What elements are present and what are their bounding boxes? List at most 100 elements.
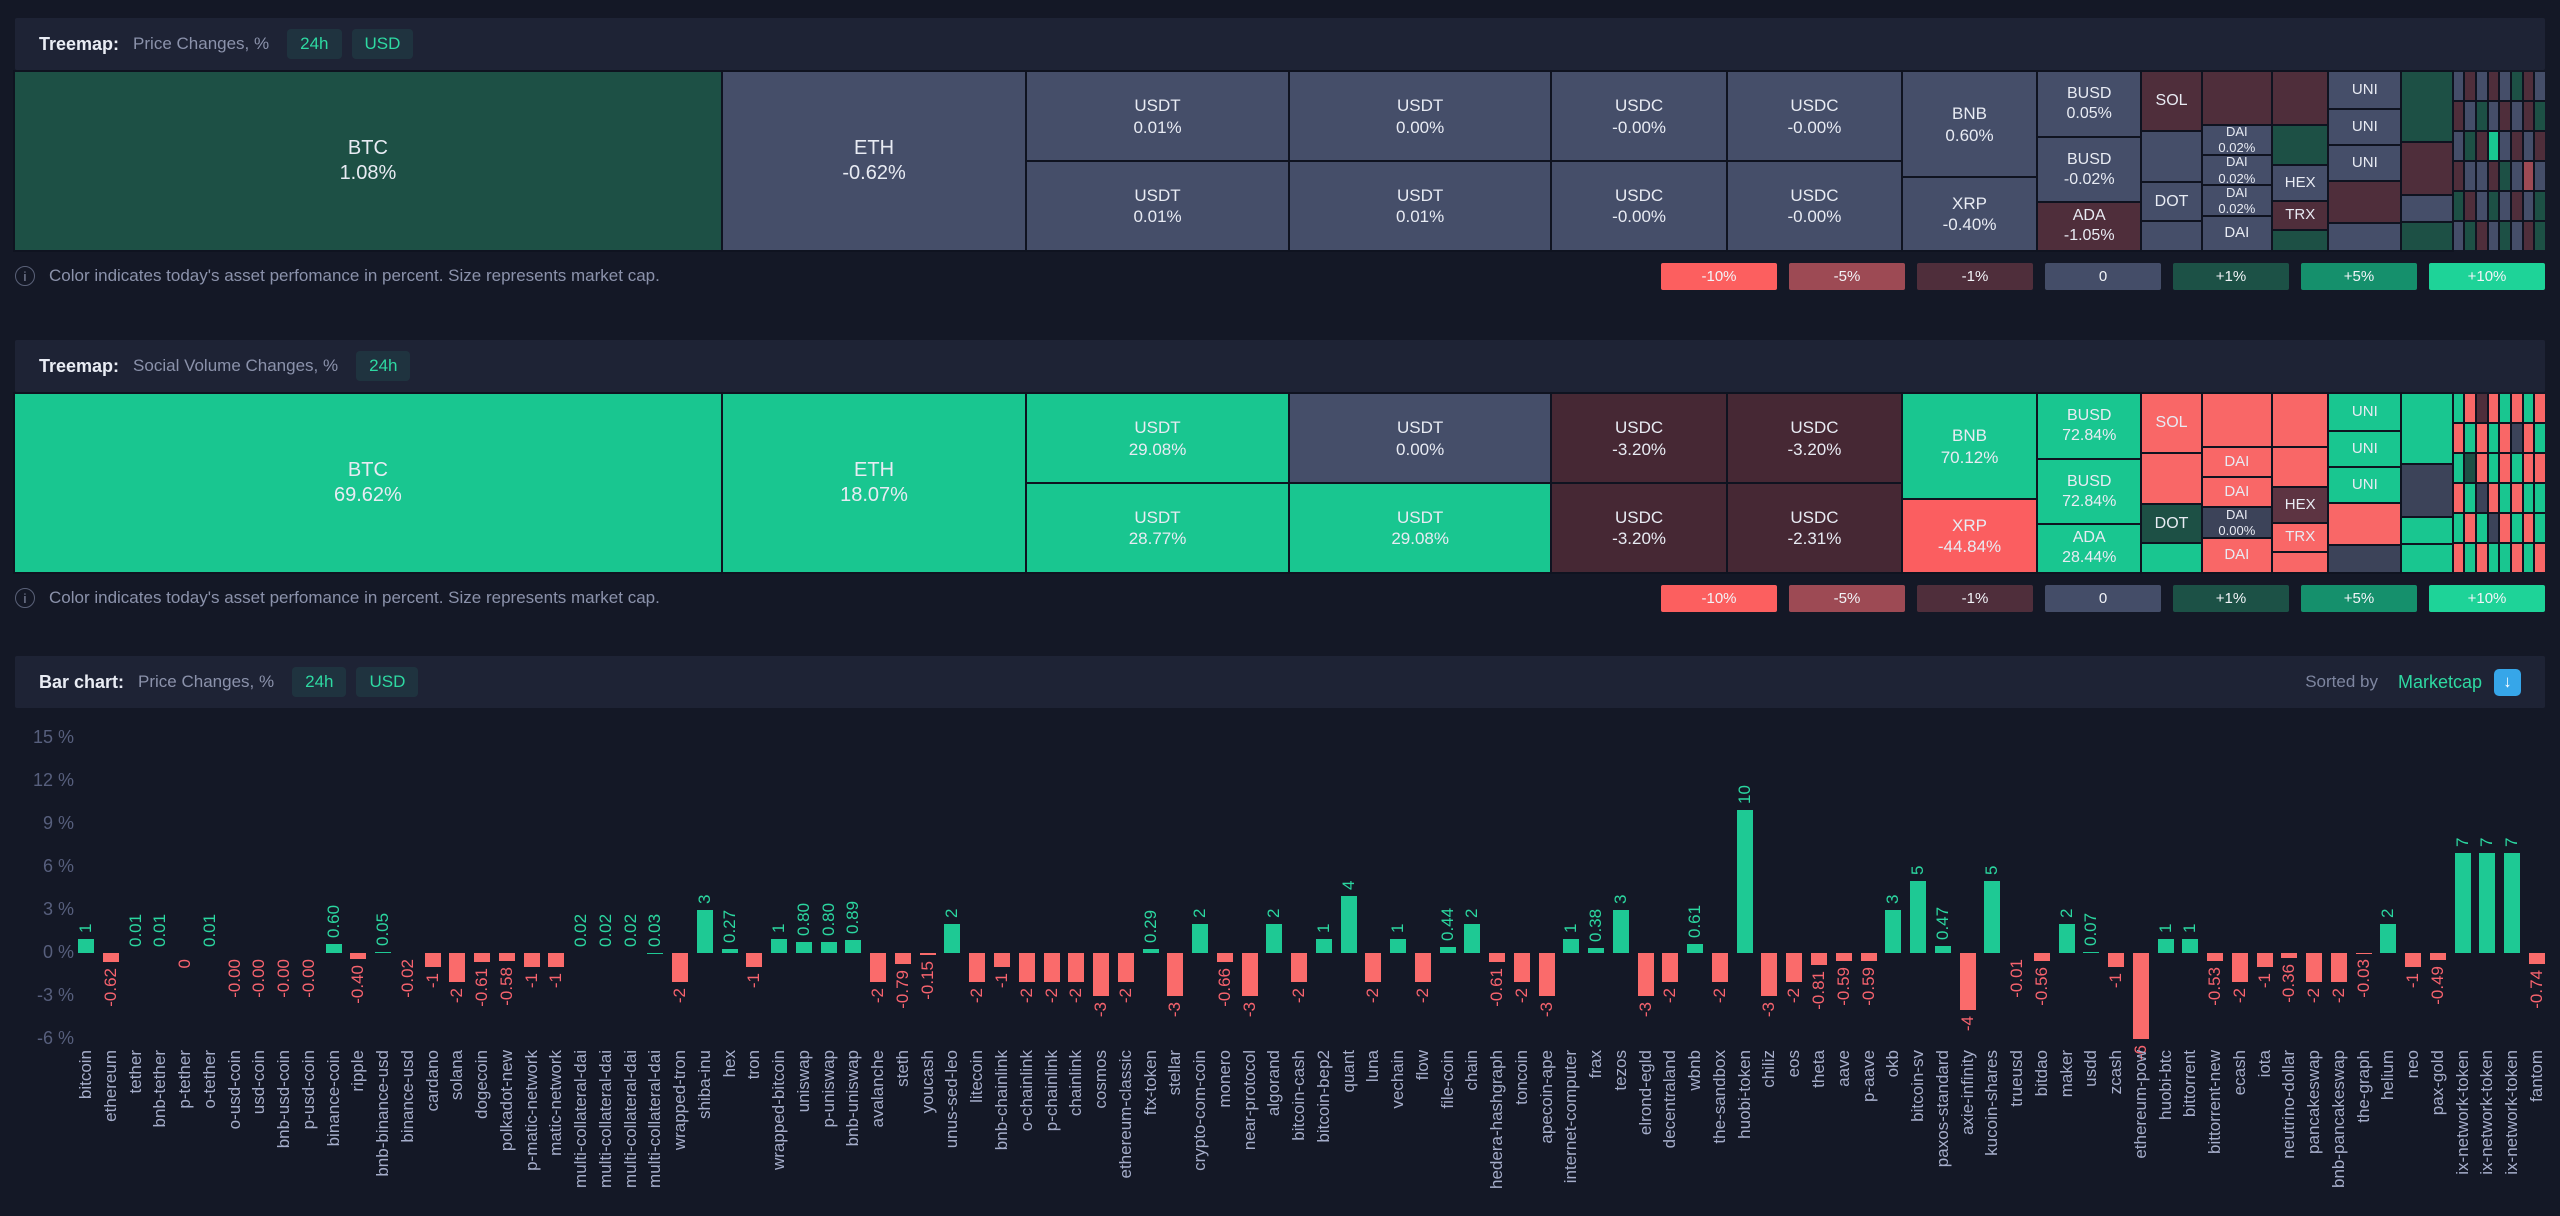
bar-matic-network[interactable] bbox=[548, 953, 565, 968]
bar-ix-network-token[interactable] bbox=[2454, 852, 2471, 953]
bar-ethereum[interactable] bbox=[102, 953, 119, 962]
treemap-cell-dai[interactable]: DAI bbox=[2202, 447, 2271, 477]
treemap-mosaic-cell[interactable] bbox=[2535, 132, 2545, 160]
treemap-cell-hex[interactable]: HEX bbox=[2273, 165, 2328, 201]
bar-p-uniswap[interactable] bbox=[820, 941, 837, 953]
treemap-cell[interactable] bbox=[2402, 72, 2452, 142]
treemap-cell[interactable] bbox=[2142, 454, 2201, 504]
treemap-cell-dai[interactable]: DAI 0.00% bbox=[2202, 508, 2271, 538]
treemap-mosaic-cell[interactable] bbox=[2488, 72, 2499, 100]
treemap-cell[interactable] bbox=[2402, 394, 2452, 464]
treemap-mosaic-cell[interactable] bbox=[2535, 484, 2545, 512]
bar-cosmos[interactable] bbox=[1093, 953, 1110, 996]
treemap-mosaic-cell[interactable] bbox=[2453, 132, 2464, 160]
bar-shiba-inu[interactable] bbox=[696, 910, 713, 953]
treemap-cell-dai[interactable]: DAI bbox=[2202, 538, 2271, 572]
bar-bittorrent[interactable] bbox=[2182, 938, 2199, 953]
treemap-cell[interactable] bbox=[2202, 394, 2271, 447]
treemap-cell-usdt[interactable]: USDT 0.01% bbox=[1027, 72, 1288, 161]
bar-wrapped-bitcoin[interactable] bbox=[771, 938, 788, 953]
treemap-mosaic-cell[interactable] bbox=[2523, 72, 2534, 100]
treemap-mosaic-cell[interactable] bbox=[2465, 102, 2475, 130]
bar-unus-sed-leo[interactable] bbox=[944, 924, 961, 953]
treemap-mosaic-cell[interactable] bbox=[2476, 454, 2487, 482]
bar-neo[interactable] bbox=[2405, 953, 2422, 968]
treemap-mosaic-cell[interactable] bbox=[2465, 514, 2475, 542]
treemap-mosaic-cell[interactable] bbox=[2465, 222, 2475, 250]
treemap-cell-usdt[interactable]: USDT 0.00% bbox=[1289, 72, 1551, 161]
info-icon[interactable]: i bbox=[15, 266, 35, 286]
treemap-mosaic-cell[interactable] bbox=[2523, 192, 2534, 220]
treemap-cell-bnb[interactable]: BNB 0.60% bbox=[1903, 72, 2036, 178]
bar-elrond-egld[interactable] bbox=[1637, 953, 1654, 996]
bar-ix-network-token[interactable] bbox=[2504, 852, 2521, 953]
treemap-mosaic-cell[interactable] bbox=[2453, 192, 2464, 220]
treemap-mosaic-cell[interactable] bbox=[2511, 544, 2522, 572]
treemap-mosaic-cell[interactable] bbox=[2465, 394, 2475, 422]
treemap-cell-usdt[interactable]: USDT 29.08% bbox=[1027, 394, 1288, 483]
bar-toncoin[interactable] bbox=[1513, 953, 1530, 982]
bar-paxos-standard[interactable] bbox=[1934, 946, 1951, 953]
treemap-mosaic-cell[interactable] bbox=[2453, 162, 2464, 190]
treemap-mosaic-cell[interactable] bbox=[2511, 72, 2522, 100]
treemap-cell-btc[interactable]: BTC 69.62% bbox=[15, 394, 721, 572]
treemap-cell-busd[interactable]: BUSD 72.84% bbox=[2037, 459, 2141, 524]
bar-maker[interactable] bbox=[2058, 924, 2075, 953]
bar-bitcoin-sv[interactable] bbox=[1910, 881, 1927, 953]
bar-wbnb[interactable] bbox=[1687, 944, 1704, 953]
bar-fantom[interactable] bbox=[2528, 953, 2545, 964]
treemap-cell[interactable] bbox=[2273, 72, 2328, 125]
bar-huobi-btc[interactable] bbox=[2157, 938, 2174, 953]
treemap-cell-usdt[interactable]: USDT 0.01% bbox=[1289, 162, 1551, 250]
bar-bnb-binance-usd[interactable] bbox=[375, 952, 392, 953]
treemap-mosaic-cell[interactable] bbox=[2476, 162, 2487, 190]
treemap-cell[interactable] bbox=[2402, 195, 2452, 222]
treemap-cell-usdc[interactable]: USDC -3.20% bbox=[1552, 394, 1726, 483]
treemap-mosaic-cell[interactable] bbox=[2535, 394, 2545, 422]
treemap-mosaic-cell[interactable] bbox=[2500, 192, 2510, 220]
bar-quant[interactable] bbox=[1340, 895, 1357, 953]
bar-avalanche[interactable] bbox=[870, 953, 887, 982]
treemap-mosaic-cell[interactable] bbox=[2476, 544, 2487, 572]
bar-kucoin-shares[interactable] bbox=[1984, 881, 2001, 953]
treemap-mosaic-cell[interactable] bbox=[2500, 72, 2510, 100]
bar-chart-24h-pill[interactable]: 24h bbox=[292, 667, 347, 697]
treemap-cell[interactable] bbox=[2273, 394, 2328, 447]
bar-polkadot-new[interactable] bbox=[498, 953, 515, 962]
treemap-cell-dai[interactable]: DAI bbox=[2202, 478, 2271, 508]
bar-wrapped-tron[interactable] bbox=[672, 953, 689, 982]
treemap-cell-trx[interactable]: TRX bbox=[2273, 523, 2328, 552]
bar-bnb-chainlink[interactable] bbox=[994, 953, 1010, 968]
treemap-mosaic-cell[interactable] bbox=[2453, 484, 2464, 512]
treemap-mosaic-cell[interactable] bbox=[2465, 544, 2475, 572]
treemap-cell[interactable] bbox=[2402, 142, 2452, 195]
treemap-mosaic-cell[interactable] bbox=[2488, 484, 2499, 512]
treemap-mosaic-cell[interactable] bbox=[2500, 514, 2510, 542]
treemap-cell[interactable] bbox=[2142, 132, 2201, 182]
treemap-cell-usdt[interactable]: USDT 0.00% bbox=[1289, 394, 1551, 483]
bar-steth[interactable] bbox=[894, 953, 911, 965]
bar-uniswap[interactable] bbox=[795, 941, 812, 953]
treemap-mosaic-cell[interactable] bbox=[2523, 454, 2534, 482]
treemap-cell-uni[interactable]: UNI bbox=[2329, 394, 2401, 431]
treemap-mosaic-cell[interactable] bbox=[2500, 222, 2510, 250]
bar-bitcoin[interactable] bbox=[78, 938, 94, 953]
bar-pax-gold[interactable] bbox=[2429, 953, 2446, 961]
treemap-cell[interactable] bbox=[2329, 504, 2401, 545]
bar-iota[interactable] bbox=[2256, 953, 2273, 968]
bar-file-coin[interactable] bbox=[1439, 946, 1456, 953]
treemap-mosaic-cell[interactable] bbox=[2476, 394, 2487, 422]
treemap-mosaic-cell[interactable] bbox=[2488, 162, 2499, 190]
bar-vechain[interactable] bbox=[1390, 938, 1407, 953]
bar-ethereum-pow[interactable] bbox=[2132, 953, 2149, 1039]
treemap-cell-hex[interactable]: HEX bbox=[2273, 487, 2328, 523]
treemap-mosaic-cell[interactable] bbox=[2500, 424, 2510, 452]
bar-apecoin-ape[interactable] bbox=[1538, 953, 1555, 996]
treemap-mosaic-cell[interactable] bbox=[2476, 424, 2487, 452]
treemap-cell-usdc[interactable]: USDC -0.00% bbox=[1552, 72, 1726, 161]
treemap-cell[interactable] bbox=[2402, 517, 2452, 544]
bar-p-matic-network[interactable] bbox=[523, 953, 540, 968]
treemap-cell[interactable] bbox=[2142, 222, 2201, 250]
bar-o-chainlink[interactable] bbox=[1018, 953, 1035, 982]
treemap-mosaic-cell[interactable] bbox=[2500, 484, 2510, 512]
